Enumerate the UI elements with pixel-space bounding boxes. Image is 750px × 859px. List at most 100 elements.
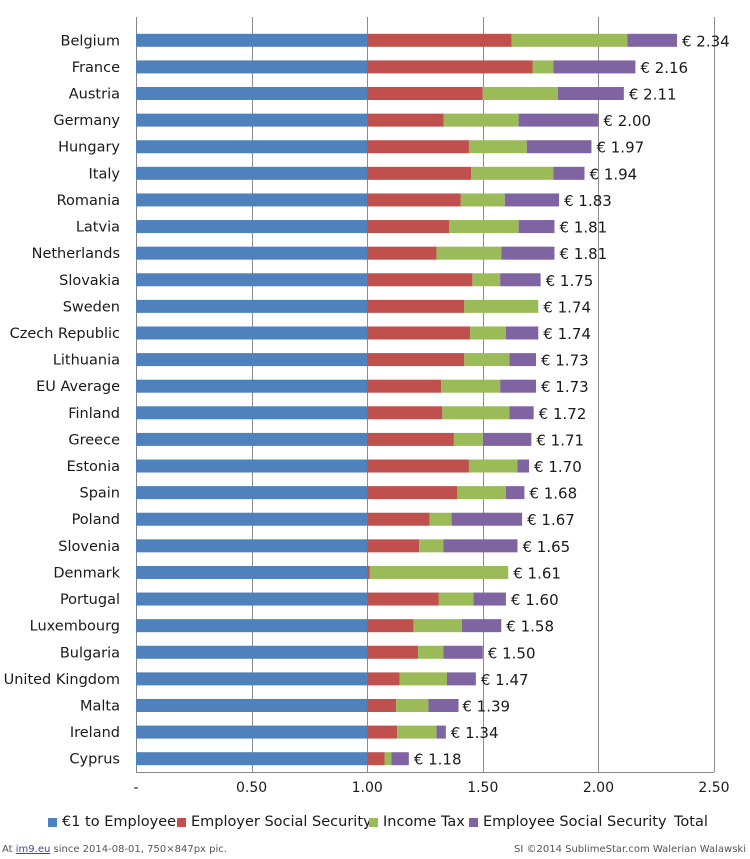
bar-segment-income-tax <box>441 379 501 393</box>
bar-segment-employee-social-security <box>553 166 585 180</box>
bar-segment-employer-social-security <box>367 353 465 367</box>
total-data-label: € 1.58 <box>506 618 554 636</box>
total-data-label: € 1.75 <box>546 272 594 290</box>
bar-segment-1-to-employee <box>136 326 368 340</box>
bar-segment-employer-social-security <box>367 432 454 446</box>
bar-segment-income-tax <box>429 512 452 526</box>
bar-segment-income-tax <box>468 459 518 473</box>
bar-segment-employee-social-security <box>627 33 678 47</box>
bar-segment-income-tax <box>472 273 501 287</box>
bar-segment-income-tax <box>442 406 510 420</box>
bar-segment-employee-social-security <box>500 273 541 287</box>
bar-segment-employer-social-security <box>367 592 439 606</box>
bar-segment-1-to-employee <box>136 752 368 766</box>
category-label: Poland <box>72 512 120 528</box>
legend-swatch-employee-social-security <box>469 817 478 827</box>
bar-segment-employer-social-security <box>367 619 414 633</box>
bar-segment-employer-social-security <box>367 166 472 180</box>
bar-segment-employer-social-security <box>367 672 400 686</box>
bar-segment-1-to-employee <box>136 539 368 553</box>
category-label: Lithuania <box>53 353 120 369</box>
bar-segment-employee-social-security <box>446 672 476 686</box>
bar-segment-employee-social-security <box>500 379 536 393</box>
category-label: Bulgaria <box>60 645 120 661</box>
bar-segment-employee-social-security <box>436 725 446 739</box>
total-data-label: € 1.18 <box>414 751 462 769</box>
legend-swatch-income-tax <box>369 817 378 827</box>
bar-segment-1-to-employee <box>136 273 368 287</box>
total-data-label: € 1.39 <box>462 697 510 715</box>
legend-label-employer-social-security: Employer Social Security <box>191 814 372 830</box>
bar-segment-employee-social-security <box>553 60 636 74</box>
total-data-label: € 1.60 <box>511 591 559 609</box>
bar-segment-income-tax <box>532 60 554 74</box>
category-label: Greece <box>68 432 120 448</box>
category-label: Portugal <box>60 592 120 608</box>
bar-segment-income-tax <box>468 140 527 154</box>
category-label: United Kingdom <box>4 672 120 688</box>
bar-segment-employer-social-security <box>367 140 469 154</box>
bar-segment-income-tax <box>449 220 519 234</box>
bar-segment-income-tax <box>436 246 502 260</box>
bar-segment-employer-social-security <box>367 33 512 47</box>
category-label: Sweden <box>63 299 120 315</box>
bar-segment-employer-social-security <box>367 60 533 74</box>
bar-segment-1-to-employee <box>136 725 368 739</box>
total-data-label: € 2.34 <box>682 32 730 50</box>
x-tick-label: - <box>133 780 138 796</box>
total-data-label: € 1.67 <box>527 511 575 529</box>
bar-segment-employer-social-security <box>367 273 473 287</box>
category-label: Germany <box>53 113 120 129</box>
bar-segment-income-tax <box>464 353 510 367</box>
category-label: Slovenia <box>58 539 120 555</box>
bar-segment-employer-social-security <box>367 752 385 766</box>
bar-segment-1-to-employee <box>136 432 368 446</box>
bar-segment-employee-social-security <box>451 512 523 526</box>
bar-segment-employee-social-security <box>517 459 530 473</box>
x-tick-label: 1.00 <box>352 780 383 796</box>
bar-segment-1-to-employee <box>136 512 368 526</box>
bar-segment-income-tax <box>369 565 509 579</box>
bar-segment-employee-social-security <box>526 140 592 154</box>
bar-segment-employee-social-security <box>443 645 483 659</box>
bar-segment-employee-social-security <box>518 113 599 127</box>
legend-item-employer-social-security: Employer Social Security <box>177 814 372 830</box>
category-label: Spain <box>79 486 120 502</box>
total-data-label: € 1.97 <box>596 139 644 157</box>
total-data-label: € 1.73 <box>541 378 589 396</box>
total-data-label: € 1.61 <box>513 564 561 582</box>
bar-segment-1-to-employee <box>136 33 368 47</box>
bar-segment-employer-social-security <box>367 299 465 313</box>
total-data-label: € 2.11 <box>629 86 677 104</box>
bar-segment-employer-social-security <box>367 326 471 340</box>
category-label: Romania <box>57 193 120 209</box>
category-label: Hungary <box>58 140 120 156</box>
total-data-label: € 1.68 <box>529 485 577 503</box>
chart-legend: €1 to Employee Employer Social Security … <box>0 810 750 834</box>
category-label: Denmark <box>53 565 120 581</box>
category-label: Netherlands <box>32 246 120 262</box>
bar-segment-1-to-employee <box>136 246 368 260</box>
bar-segment-employee-social-security <box>504 193 560 207</box>
bar-segment-1-to-employee <box>136 220 368 234</box>
bar-segment-1-to-employee <box>136 486 368 500</box>
category-label: Belgium <box>61 33 120 49</box>
category-label: EU Average <box>36 379 120 395</box>
x-tick-label: 0.50 <box>236 780 267 796</box>
legend-label-income-tax: Income Tax <box>383 814 465 830</box>
bar-segment-1-to-employee <box>136 698 368 712</box>
bar-segment-employer-social-security <box>367 486 458 500</box>
legend-item-income-tax: Income Tax <box>369 814 465 830</box>
bar-segment-employer-social-security <box>367 539 420 553</box>
category-label: Estonia <box>67 459 120 475</box>
bar-segment-income-tax <box>399 672 447 686</box>
legend-item-employee-social-security: Employee Social Security <box>469 814 667 830</box>
footer-link[interactable]: im9.eu <box>15 844 51 855</box>
bar-segment-1-to-employee <box>136 299 368 313</box>
bar-segment-employee-social-security <box>473 592 506 606</box>
bar-segment-1-to-employee <box>136 193 368 207</box>
bar-segment-1-to-employee <box>136 60 368 74</box>
category-label: Cyprus <box>69 752 120 768</box>
bar-segment-income-tax <box>397 725 437 739</box>
bar-segment-income-tax <box>396 698 429 712</box>
